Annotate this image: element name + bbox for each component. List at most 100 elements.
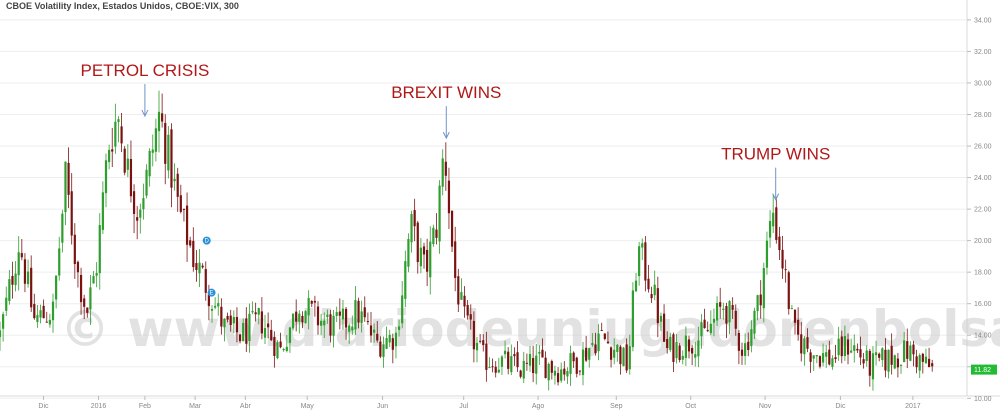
candle-body: [167, 134, 170, 171]
candle: [709, 310, 712, 336]
candle: [625, 338, 628, 374]
candle-body: [179, 195, 182, 212]
candle: [348, 323, 351, 344]
candle-body: [684, 335, 687, 358]
candle-body: [725, 306, 728, 324]
candle: [750, 320, 753, 353]
candle-body: [622, 347, 625, 367]
candle-body: [569, 353, 572, 374]
y-tick-label: 10.00: [974, 396, 992, 403]
candle: [220, 298, 223, 335]
candle: [316, 301, 320, 335]
candle-body: [229, 315, 232, 326]
candle-body: [51, 301, 55, 321]
candle-body: [373, 329, 376, 333]
candle: [588, 347, 591, 368]
candle: [687, 335, 691, 359]
candle: [410, 210, 413, 253]
candle-body: [694, 354, 697, 358]
candle: [678, 343, 681, 363]
candle-body: [195, 263, 198, 271]
candle: [58, 236, 61, 281]
candle: [581, 341, 585, 386]
candle-body: [39, 310, 42, 318]
candle-body: [466, 304, 469, 316]
candle-body: [469, 314, 472, 320]
x-tick-label: Dic: [835, 403, 846, 410]
candle-body: [628, 346, 631, 370]
candle: [597, 324, 600, 361]
candle-body: [426, 249, 429, 272]
candle-body: [768, 221, 772, 238]
candle-body: [837, 338, 840, 356]
candle-body: [815, 355, 818, 357]
annotation-label: TRUMP WINS: [721, 145, 830, 164]
candle-body: [759, 294, 762, 306]
candle: [613, 338, 616, 365]
candle: [890, 333, 893, 375]
candle: [681, 350, 684, 365]
candle: [263, 314, 267, 344]
candle-body: [419, 247, 422, 267]
candle: [86, 307, 89, 318]
candle: [229, 309, 232, 332]
candle-body: [609, 347, 613, 360]
event-marker[interactable]: [207, 288, 216, 297]
candle: [874, 340, 878, 366]
candle-body: [58, 248, 61, 276]
candle: [594, 332, 597, 356]
candle-body: [139, 209, 142, 218]
candle-body: [61, 213, 64, 243]
candle-body: [856, 348, 859, 351]
candle: [560, 362, 563, 383]
candle: [394, 326, 398, 359]
candle: [170, 123, 173, 208]
candle-body: [33, 303, 36, 319]
candle-body: [728, 301, 731, 323]
candle: [672, 332, 675, 373]
candle: [285, 335, 288, 353]
candle-body: [479, 340, 482, 342]
candle: [457, 268, 460, 312]
y-tick-label: 28.00: [974, 112, 992, 119]
candle: [432, 224, 435, 247]
candle-body: [525, 362, 528, 364]
candle: [906, 328, 909, 369]
candle-body: [560, 369, 563, 381]
candle: [666, 331, 669, 354]
candle: [226, 312, 229, 323]
candle-body: [111, 149, 114, 152]
candle-body: [435, 229, 438, 238]
candle-body: [482, 340, 485, 346]
candle: [391, 333, 394, 364]
candle-body: [76, 261, 80, 273]
candle-body: [351, 326, 354, 331]
candle-body: [329, 314, 332, 336]
candle-body: [263, 328, 267, 338]
candle-body: [700, 322, 703, 337]
candle-body: [145, 169, 148, 196]
candle: [351, 315, 354, 335]
candle-body: [519, 370, 522, 377]
candle-body: [706, 330, 709, 332]
last-price-box: [971, 364, 997, 375]
candle-body: [151, 149, 154, 153]
candle-body: [335, 312, 338, 316]
candle-body: [89, 287, 92, 310]
candle: [354, 285, 357, 336]
candle-body: [793, 309, 797, 323]
candle-body: [257, 308, 260, 315]
candle-body: [790, 308, 793, 310]
candle-body: [254, 312, 257, 315]
candle: [39, 304, 42, 324]
candle: [223, 318, 226, 342]
candle: [912, 340, 915, 367]
event-marker[interactable]: [202, 236, 211, 245]
x-tick-label: Oct: [685, 403, 696, 410]
candle: [379, 336, 382, 359]
x-tick-label: Ago: [532, 403, 545, 410]
candle-body: [834, 357, 837, 360]
annotation-arrowhead: [772, 193, 780, 201]
candle: [700, 314, 703, 349]
